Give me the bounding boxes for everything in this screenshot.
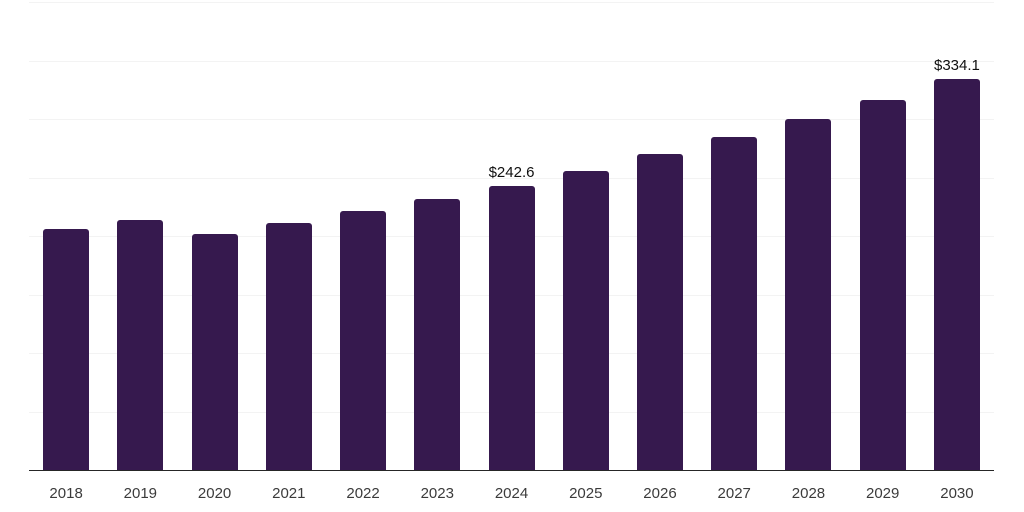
bar-column [29,2,103,470]
bar-column: $334.1 [920,2,994,470]
bar-column [623,2,697,470]
bar-column: $242.6 [474,2,548,470]
x-tick-label: 2028 [791,485,826,502]
bars-row: $242.6 $334.1 [29,2,994,470]
bar [562,170,609,470]
bar-column [549,2,623,470]
bar [117,219,164,470]
bar [414,198,461,470]
bar-column [400,2,474,470]
bar [265,223,312,470]
x-tick-label: 2019 [123,485,158,502]
bar-column [177,2,251,470]
gridline [29,60,994,62]
bar-column [252,2,326,470]
x-tick-label: 2030 [940,485,974,502]
bar [636,154,683,470]
x-axis-labels: 2018 2019 2020 2021 2022 2023 2024 2025 2026 2027… [29,485,994,502]
x-tick-label: 2023 [420,485,454,502]
x-tick-label: 2027 [717,485,751,502]
bar [859,99,906,470]
bar-column [103,2,177,470]
x-tick-label: 2029 [866,485,900,502]
x-tick-label: 2026 [643,485,677,502]
bar [933,79,980,470]
x-tick-label: 2025 [569,485,603,502]
bar [488,186,535,470]
bar [191,233,238,470]
bar-column [697,2,771,470]
bar [785,118,832,470]
gridline [29,2,994,3]
bar-column [326,2,400,470]
bar-column [771,2,845,470]
x-tick-label: 2018 [49,485,83,502]
x-tick-label: 2021 [272,485,306,502]
x-tick-label: 2022 [346,485,380,502]
bar-value-label: $334.1 [933,57,980,75]
x-tick-label: 2020 [197,485,232,502]
gridline [29,119,994,120]
bar-column [846,2,920,470]
bar [711,137,758,470]
bar [340,211,387,470]
gridline [29,177,994,179]
x-tick-label: 2024 [494,485,529,502]
bar-value-label: $242.6 [488,164,535,182]
bar [43,228,90,470]
x-axis-line [29,469,994,471]
plot-area: $242.6 $334.1 [29,2,994,470]
